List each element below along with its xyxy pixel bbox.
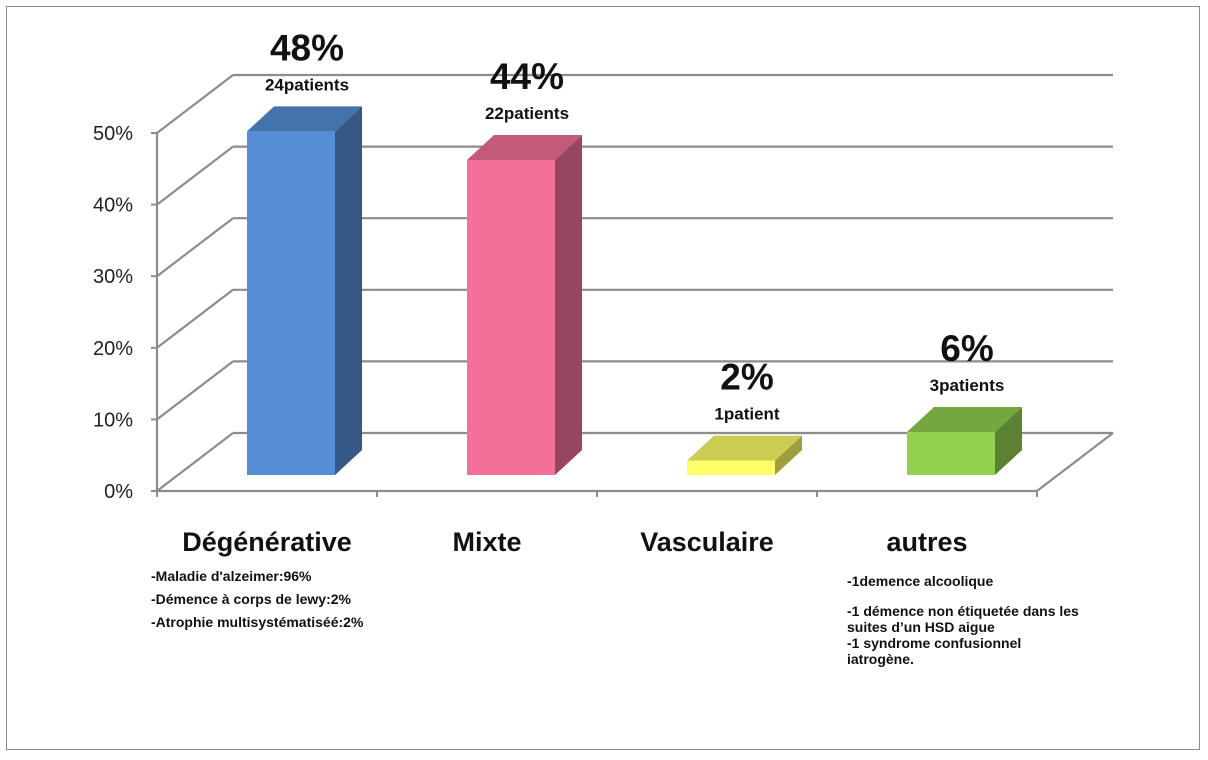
- side-wall-gridline: [156, 432, 234, 492]
- data-labels: 48% 24patients 44% 22patients 2% 1patient 6% 3p…: [265, 27, 1004, 423]
- y-tick-label: 50%: [93, 123, 133, 145]
- annotation-line: -Atrophie multisystématiséé:2%: [151, 614, 364, 630]
- side-wall-gridline: [156, 74, 234, 134]
- bar-front-face: [907, 432, 995, 475]
- bar-side-face: [335, 106, 362, 475]
- chart-frame: 0% 10% 20% 30% 40% 50% 48% 24patients 44% 22pati…: [6, 6, 1200, 750]
- count-label: 3patients: [930, 376, 1005, 395]
- count-label: 22patients: [485, 104, 569, 123]
- annotation-line: -1demence alcoolique: [847, 573, 993, 589]
- bar-top-face: [687, 435, 802, 461]
- annotation-line: -1 syndrome confusionnel: [847, 635, 1021, 651]
- category-label: Mixte: [452, 527, 521, 557]
- category-label: Dégénérative: [182, 527, 352, 557]
- count-label: 24patients: [265, 75, 349, 94]
- bar-side-face: [995, 407, 1022, 475]
- bar-front-face: [247, 131, 335, 475]
- count-label: 1patient: [714, 405, 780, 424]
- floor-right-edge: [1036, 432, 1114, 492]
- y-tick-label: 40%: [93, 195, 133, 217]
- annotation-line: -Démence à corps de lewy:2%: [151, 591, 352, 607]
- y-tick-label: 20%: [93, 338, 133, 360]
- side-wall-gridline: [156, 288, 234, 349]
- bar-side-face: [775, 435, 802, 475]
- bars: [247, 106, 1022, 475]
- bar: [687, 435, 802, 475]
- bar-front-face: [687, 460, 775, 475]
- value-label: 2%: [720, 357, 773, 398]
- value-label: 44%: [490, 56, 564, 97]
- bar-front-face: [467, 159, 555, 475]
- bar-side-face: [555, 134, 582, 475]
- annotation-line: iatrogène.: [847, 651, 914, 667]
- bar-top-face: [467, 134, 582, 160]
- side-wall-gridline: [156, 217, 234, 278]
- bar-top-face: [907, 407, 1022, 433]
- annotation-line: suites d’un HSD aigue: [847, 619, 995, 635]
- y-tick-label: 30%: [93, 266, 133, 288]
- side-wall-gridline: [156, 360, 234, 421]
- bar-top-face: [247, 106, 362, 132]
- annotation-line: -Maladie d'alzeimer:96%: [151, 568, 312, 584]
- annotation-line: -1 démence non étiquetée dans les: [847, 603, 1079, 619]
- y-tick-label: 0%: [104, 481, 133, 503]
- y-tick-label: 10%: [93, 409, 133, 431]
- category-label: Vasculaire: [640, 527, 774, 557]
- bar: [907, 407, 1022, 475]
- bar: [247, 106, 362, 475]
- side-wall-gridline: [156, 145, 234, 206]
- value-label: 6%: [940, 328, 993, 369]
- category-label: autres: [886, 527, 967, 557]
- x-axis: Dégénérative Mixte Vasculaire autres: [182, 527, 967, 557]
- bar: [467, 134, 582, 475]
- chart-svg: 0% 10% 20% 30% 40% 50% 48% 24patients 44% 22pati…: [93, 27, 1114, 667]
- value-label: 48%: [270, 27, 344, 68]
- annotations: -Maladie d'alzeimer:96% -Démence à corps …: [151, 568, 1079, 667]
- y-axis: 0% 10% 20% 30% 40% 50%: [93, 123, 1038, 503]
